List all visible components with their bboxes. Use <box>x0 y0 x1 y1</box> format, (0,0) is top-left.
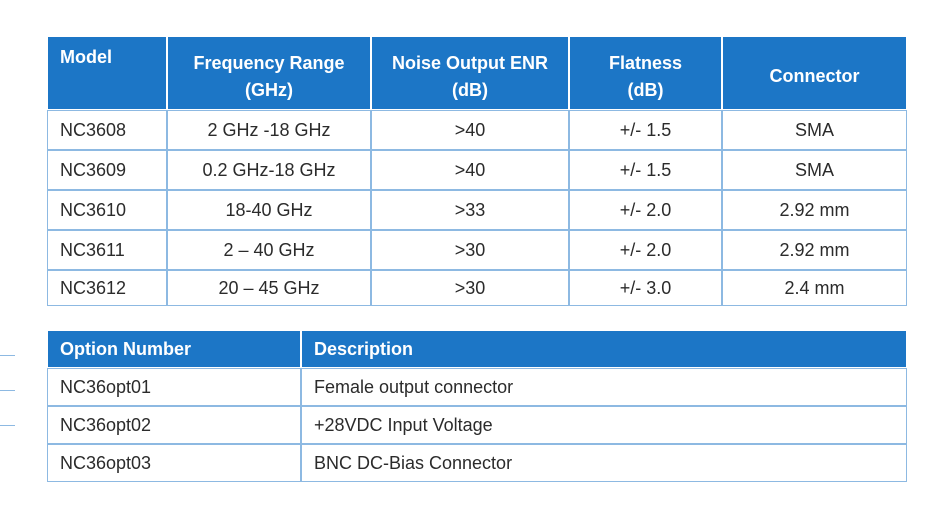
cell-text: NC3609 <box>60 159 127 180</box>
table-cell: >40 <box>371 150 569 190</box>
edge-line <box>0 390 15 391</box>
cell-text: 2 GHz -18 GHz <box>207 119 331 140</box>
cell-text: Option Number <box>60 338 191 359</box>
cell-text: Frequency Range <box>193 52 345 73</box>
table-cell: 0.2 GHz-18 GHz <box>167 150 371 190</box>
table-cell: +/- 1.5 <box>569 110 722 150</box>
cell-text: Connector <box>769 66 860 86</box>
cell-text: NC3612 <box>60 277 127 298</box>
table-cell: 18-40 GHz <box>167 190 371 230</box>
table-cell: >33 <box>371 190 569 230</box>
table-cell: 2 GHz -18 GHz <box>167 110 371 150</box>
header-cell: Model <box>47 36 167 110</box>
header-cell: Description <box>301 330 907 368</box>
cell-text: >30 <box>454 239 486 260</box>
cell-text: NC3610 <box>60 199 127 220</box>
cell-text: 2.92 mm <box>779 239 850 260</box>
table-cell: SMA <box>722 110 907 150</box>
table-cell: NC3610 <box>47 190 167 230</box>
cell-text: BNC DC-Bias Connector <box>314 452 513 473</box>
cell-text: NC36opt02 <box>60 414 152 435</box>
cell-text: NC36opt03 <box>60 452 152 473</box>
cell-text: SMA <box>794 159 834 180</box>
cell-text: 2.4 mm <box>784 277 845 298</box>
cell-text: SMA <box>794 119 834 140</box>
table-cell: NC36opt02 <box>47 406 301 444</box>
table-cell: +/- 1.5 <box>569 150 722 190</box>
table-cell: NC3612 <box>47 270 167 306</box>
cell-text: (dB) <box>452 79 488 100</box>
cell-text: Female output connector <box>314 376 514 397</box>
cell-text: +/- 1.5 <box>619 119 672 140</box>
header-cell: Noise Output ENR (dB) <box>371 36 569 110</box>
table-cell: 2.92 mm <box>722 190 907 230</box>
table-cell: NC3611 <box>47 230 167 270</box>
header-cell: Flatness (dB) <box>569 36 722 110</box>
cell-text: NC36opt01 <box>60 376 152 397</box>
header-cell: Frequency Range (GHz) <box>167 36 371 110</box>
cell-text: NC3611 <box>60 239 125 260</box>
cell-text: +/- 1.5 <box>619 159 672 180</box>
cell-text: +/- 2.0 <box>619 199 672 220</box>
table-cell: NC3608 <box>47 110 167 150</box>
table-cell: +/- 2.0 <box>569 190 722 230</box>
cell-text: NC3608 <box>60 119 127 140</box>
table-cell: BNC DC-Bias Connector <box>301 444 907 482</box>
table-cell: 2.92 mm <box>722 230 907 270</box>
table-cell: 2 – 40 GHz <box>167 230 371 270</box>
header-cell: Option Number <box>47 330 301 368</box>
cell-text: +/- 3.0 <box>619 277 672 298</box>
table-cell: SMA <box>722 150 907 190</box>
cell-text: 20 – 45 GHz <box>218 277 320 298</box>
cell-text: >40 <box>454 159 486 180</box>
table-cell: 2.4 mm <box>722 270 907 306</box>
table-cell: >30 <box>371 230 569 270</box>
table-cell: 20 – 45 GHz <box>167 270 371 306</box>
table-cell: >40 <box>371 110 569 150</box>
cell-text: Model <box>60 47 112 67</box>
cell-text: (dB) <box>627 79 664 100</box>
table-cell: +28VDC Input Voltage <box>301 406 907 444</box>
cell-text: 2.92 mm <box>779 199 850 220</box>
table-cell: +/- 3.0 <box>569 270 722 306</box>
cell-text: (GHz) <box>245 79 293 100</box>
cell-text: >40 <box>454 119 486 140</box>
cell-text: Flatness <box>608 52 683 73</box>
cell-text: 18-40 GHz <box>225 199 313 220</box>
table-cell: NC3609 <box>47 150 167 190</box>
cell-text: >30 <box>454 277 486 298</box>
cell-text: Description <box>314 338 414 359</box>
cell-text: Noise Output ENR <box>392 52 548 73</box>
table-cell: Female output connector <box>301 368 907 406</box>
cell-text: 2 – 40 GHz <box>223 239 315 260</box>
header-cell: Connector <box>722 36 907 110</box>
edge-line <box>0 355 15 356</box>
edge-line <box>0 425 15 426</box>
cell-text: 0.2 GHz-18 GHz <box>202 159 336 180</box>
cell-text: +/- 2.0 <box>619 239 672 260</box>
cell-text: >33 <box>454 199 486 220</box>
table-cell: NC36opt01 <box>47 368 301 406</box>
cell-text: +28VDC Input Voltage <box>314 414 493 435</box>
table-cell: NC36opt03 <box>47 444 301 482</box>
table-cell: >30 <box>371 270 569 306</box>
table-cell: +/- 2.0 <box>569 230 722 270</box>
